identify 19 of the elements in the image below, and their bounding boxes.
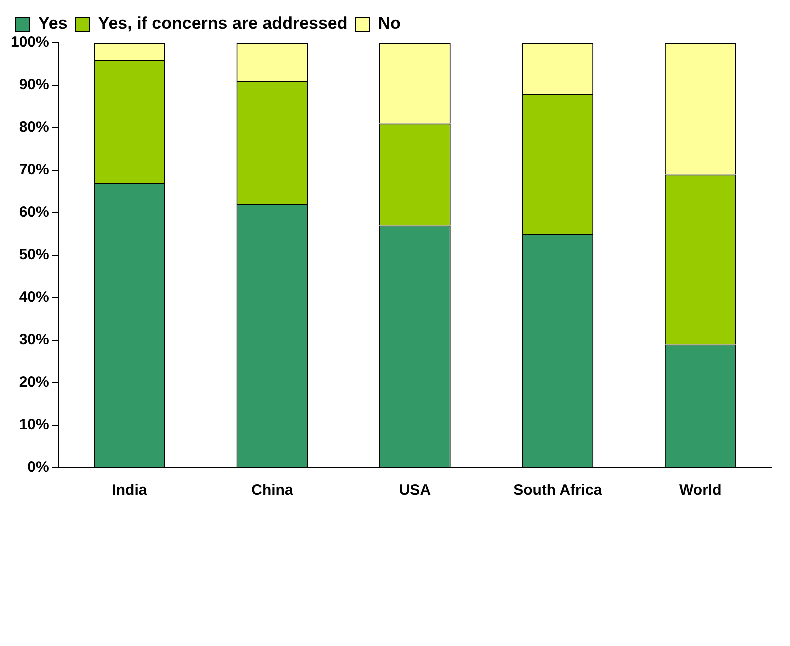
legend-label: Yes, if concerns are addressed <box>98 14 348 34</box>
legend-label: Yes <box>38 14 68 34</box>
legend-label: No <box>378 14 401 34</box>
y-tick-label: 20% <box>19 374 50 392</box>
y-tick-label: 50% <box>19 246 50 264</box>
x-tick-label: India <box>112 482 148 500</box>
x-tick-label: USA <box>399 482 432 500</box>
y-tick-label: 40% <box>19 289 50 306</box>
y-tick-label: 70% <box>19 162 50 179</box>
y-tick-label: 0% <box>28 459 50 476</box>
x-tick-label: South Africa <box>514 482 603 500</box>
x-tick-label: World <box>680 482 722 500</box>
y-tick-label: 80% <box>19 119 50 136</box>
y-tick-label: 30% <box>19 332 50 349</box>
y-tick-label: 10% <box>19 416 50 434</box>
y-tick-label: 60% <box>19 204 50 222</box>
y-tick-label: 100% <box>10 34 50 52</box>
y-tick-label: 90% <box>19 76 50 94</box>
x-tick-label: China <box>252 482 294 500</box>
